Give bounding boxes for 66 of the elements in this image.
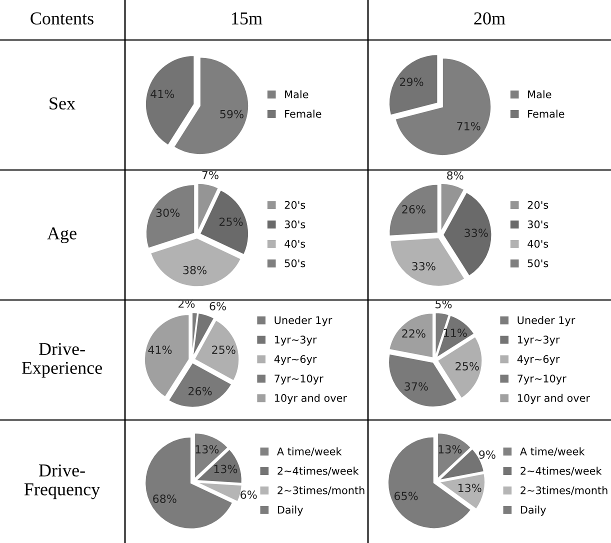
data-label: 33%	[464, 228, 488, 238]
pie-slice	[436, 314, 475, 358]
legend-label: 50's	[284, 259, 306, 268]
legend-label: 50's	[528, 259, 548, 268]
data-label: 6%	[240, 490, 257, 499]
data-label: 68%	[153, 494, 176, 503]
legend-label: 2~3times/month	[278, 486, 364, 496]
legend-label: Male	[285, 90, 308, 98]
legend-label: 4yr~6yr	[517, 355, 560, 366]
text: Drive- Frequency	[24, 464, 100, 500]
legend-label: 4yr~6yr	[274, 355, 317, 366]
legend-label: 10yr and over	[274, 394, 347, 404]
legend-label: Male	[528, 90, 552, 98]
legend-label: 2~3times/month	[520, 486, 608, 496]
data-label: 13%	[214, 464, 238, 474]
data-label: 41%	[148, 346, 172, 354]
data-label: 71%	[457, 122, 480, 130]
pie-slice	[436, 336, 483, 399]
legend-label: A time/week	[277, 447, 342, 456]
data-label: 41%	[150, 90, 174, 98]
legend-label: 7yr~10yr	[518, 374, 566, 384]
text: Contents	[30, 12, 94, 25]
legend-label: 10yr and over	[518, 394, 590, 404]
chart-title: 20m	[474, 12, 506, 25]
data-label: 37%	[404, 382, 428, 391]
data-label: 13%	[438, 445, 462, 454]
legend-label: 1yr~3yr	[274, 336, 317, 346]
legend-label: A time/week	[520, 447, 585, 456]
legend-label: Daily	[278, 506, 303, 516]
data-label: 30%	[156, 208, 180, 217]
legend-label: 2~4times/week	[520, 466, 602, 476]
data-label: 13%	[458, 484, 482, 492]
legend-label: Uneder 1yr	[274, 316, 332, 326]
data-label: 29%	[400, 78, 424, 86]
data-label: 13%	[196, 445, 219, 454]
legend-label: 40's	[284, 240, 306, 248]
data-label: 7%	[202, 170, 218, 180]
data-label: 59%	[220, 110, 244, 118]
legend-label: 40's	[528, 240, 548, 248]
slice-label: 30's	[284, 220, 306, 228]
data-label: 33%	[412, 262, 436, 270]
slice-label: 30's	[528, 220, 548, 228]
data-label: 25%	[456, 362, 479, 370]
text: Age	[47, 227, 76, 244]
legend-label: 2~4times/week	[278, 466, 359, 476]
data-label: 65%	[394, 492, 418, 500]
text: Drive- Experience	[22, 342, 102, 378]
data-label: 26%	[402, 205, 426, 214]
legend-label: 1yr~3yr	[518, 336, 560, 346]
data-label: 26%	[188, 386, 212, 396]
data-label: 25%	[219, 218, 243, 226]
chart-title: 15m	[232, 12, 262, 25]
data-label: 25%	[212, 346, 236, 354]
legend-label: Female	[528, 110, 564, 118]
legend-label: Female	[285, 110, 322, 118]
data-label: 9%	[479, 450, 496, 459]
legend-label: 20's	[528, 200, 548, 209]
data-label: 38%	[183, 266, 207, 274]
data-label: 8%	[447, 171, 464, 180]
legend-label: 20's	[284, 200, 306, 209]
legend-label: Uneder 1yr	[518, 316, 576, 326]
text: Sex	[50, 97, 76, 110]
legend-label: Daily	[520, 506, 546, 516]
legend-label: 7yr~10yr	[274, 374, 324, 384]
data-label: 22%	[402, 329, 426, 338]
data-label: 6%	[210, 302, 226, 310]
